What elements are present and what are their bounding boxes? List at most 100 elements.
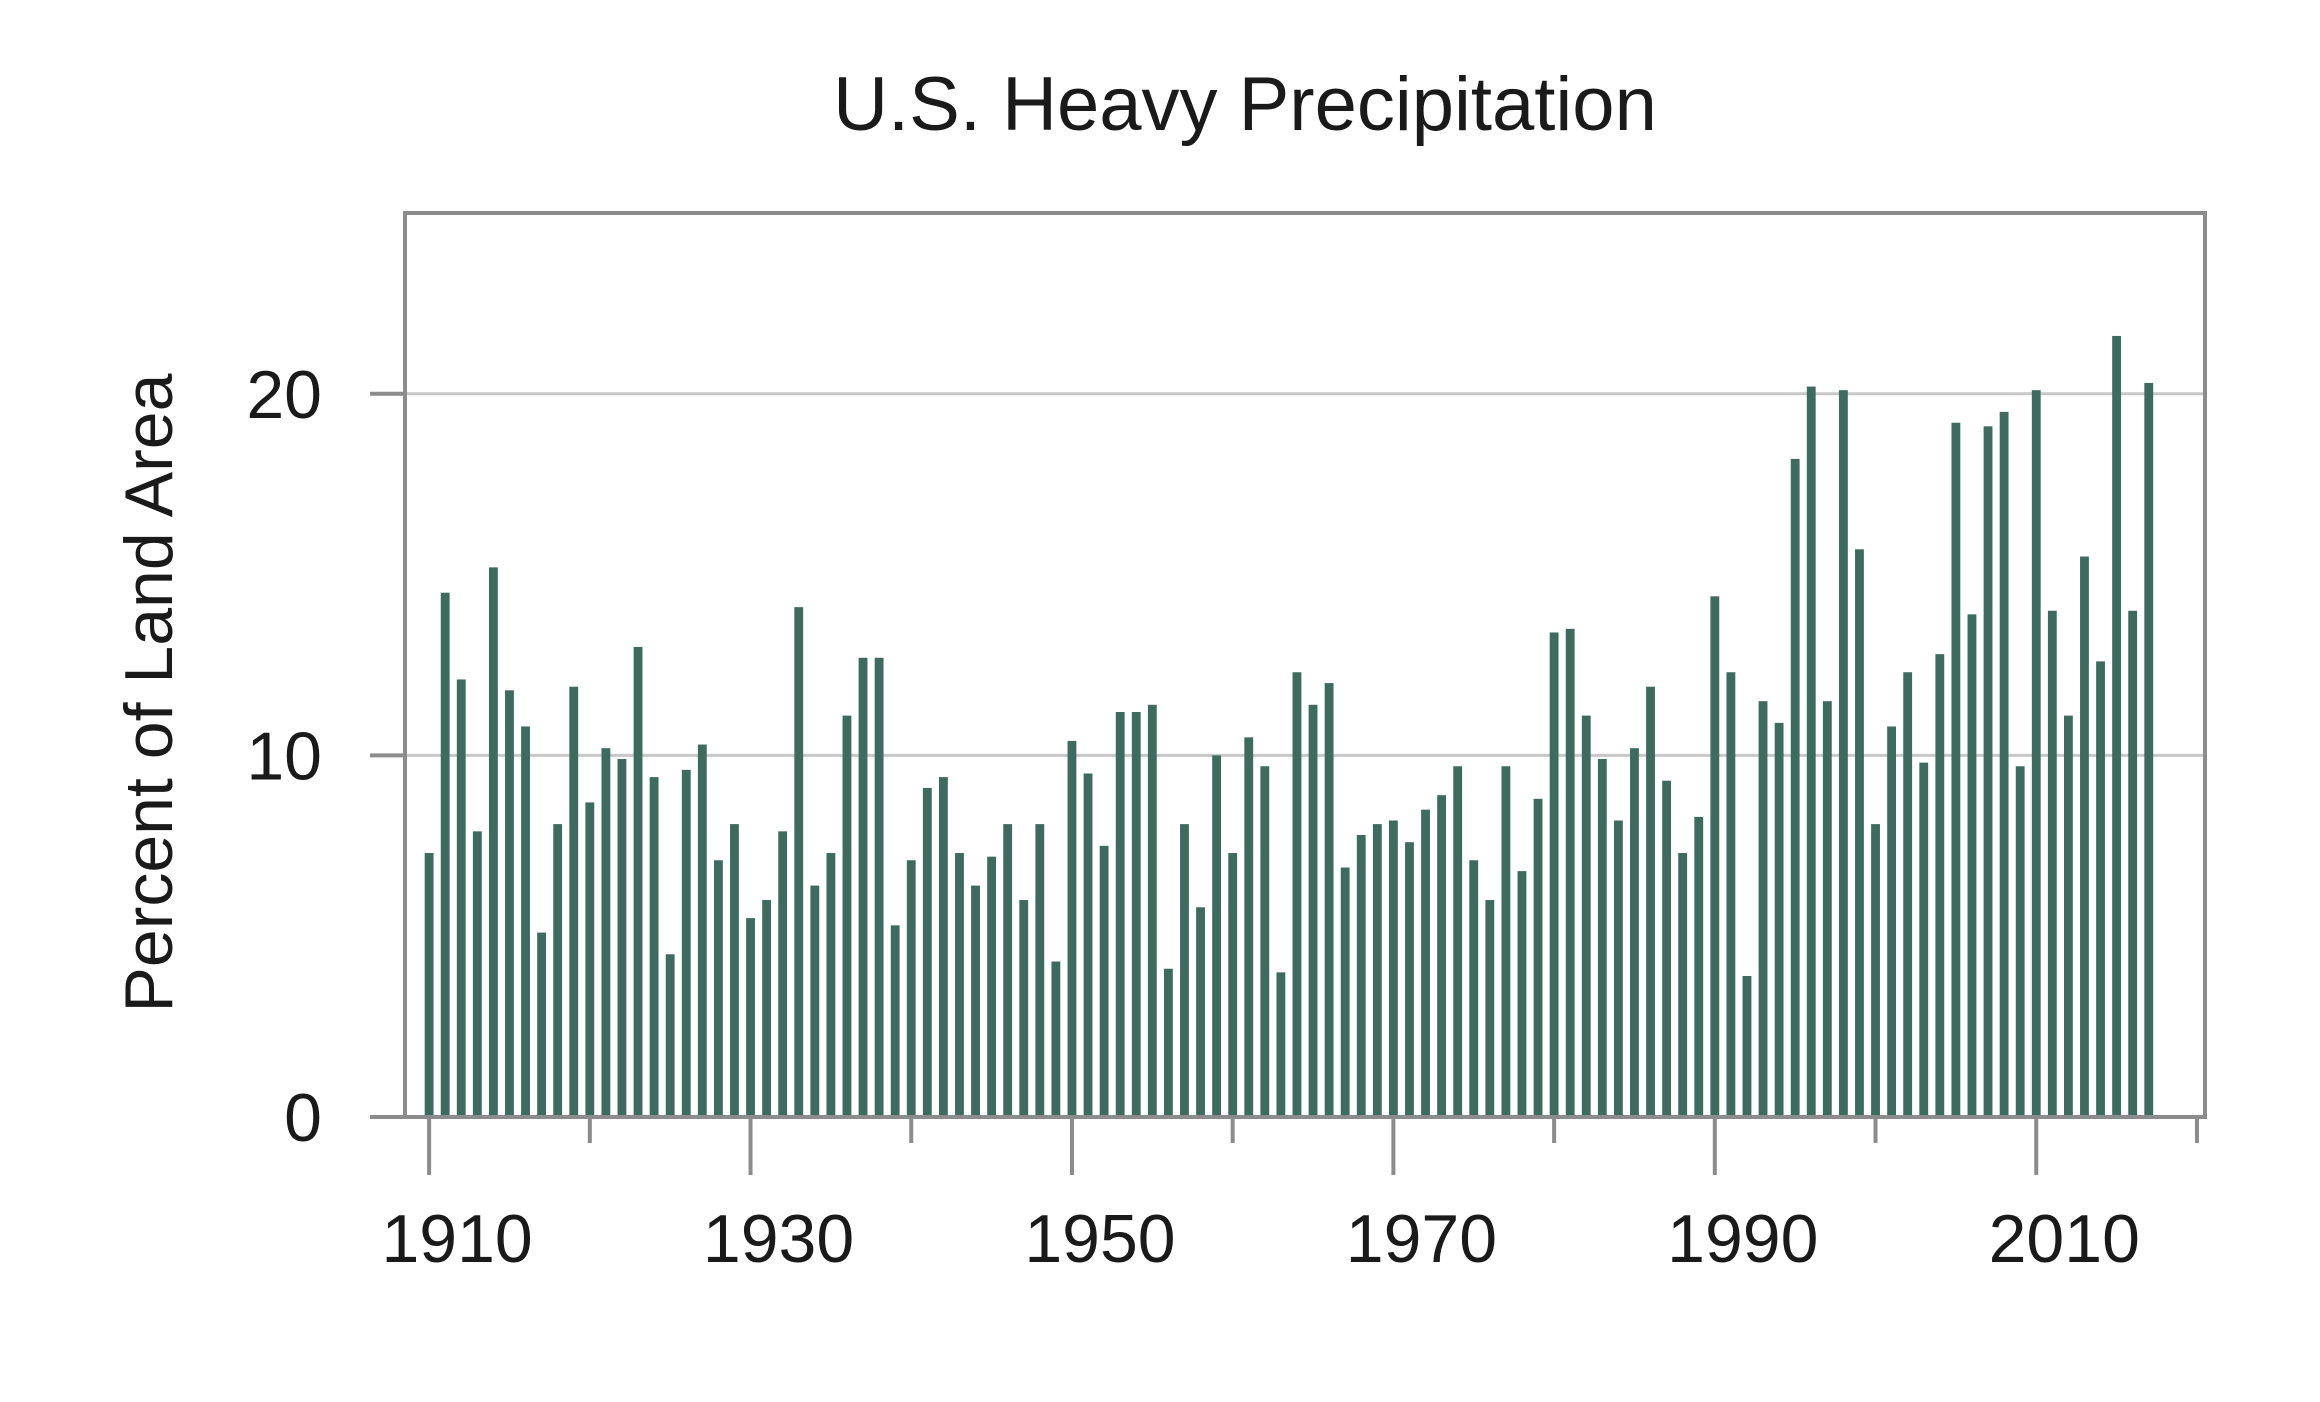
bar-1911 xyxy=(440,592,450,1117)
bar-1915 xyxy=(505,690,514,1117)
bar-1993 xyxy=(1758,701,1768,1117)
x-tick-label-1950: 1950 xyxy=(1024,1201,1175,1277)
bar-1932 xyxy=(778,831,788,1117)
bar-1959 xyxy=(1212,755,1222,1117)
bar-1944 xyxy=(971,885,980,1117)
bar-1958 xyxy=(1196,907,1205,1117)
bar-1967 xyxy=(1340,867,1350,1117)
x-tick-label-1910: 1910 xyxy=(381,1201,532,1277)
axes xyxy=(370,391,2200,1175)
bar-1938 xyxy=(874,657,884,1117)
bar-1960 xyxy=(1228,853,1238,1117)
bar-1979 xyxy=(1533,798,1543,1117)
bar-1942 xyxy=(938,777,948,1117)
bar-1962 xyxy=(1260,766,1270,1117)
bar-1973 xyxy=(1437,795,1447,1117)
bar-2010 xyxy=(2031,390,2041,1117)
bar-1995 xyxy=(1790,458,1800,1117)
bar-1969 xyxy=(1372,824,1382,1117)
bar-1984 xyxy=(1613,820,1623,1117)
bar-1963 xyxy=(1276,972,1286,1117)
bar-1992 xyxy=(1742,975,1752,1117)
bar-1922 xyxy=(617,759,627,1117)
gridlines xyxy=(405,392,2205,757)
bar-1976 xyxy=(1485,900,1495,1117)
bar-1975 xyxy=(1469,860,1479,1117)
bar-1917 xyxy=(537,932,547,1117)
y-axis-label: Percent of Land Area xyxy=(111,373,187,1012)
bar-1983 xyxy=(1597,759,1607,1117)
bar-1930 xyxy=(746,918,755,1117)
bar-2012 xyxy=(2063,715,2073,1117)
bar-1989 xyxy=(1694,816,1704,1117)
bar-2009 xyxy=(2015,766,2025,1117)
bar-1996 xyxy=(1806,386,1816,1117)
bar-1941 xyxy=(922,787,932,1117)
bar-1985 xyxy=(1630,748,1639,1117)
bar-1928 xyxy=(713,860,723,1117)
bar-1940 xyxy=(906,860,916,1117)
bar-1974 xyxy=(1453,766,1463,1117)
bar-1988 xyxy=(1678,853,1688,1117)
bar-2008 xyxy=(1999,411,2009,1117)
bar-2000 xyxy=(1871,824,1880,1117)
bar-1981 xyxy=(1565,628,1575,1117)
bar-1987 xyxy=(1662,780,1672,1117)
bar-1919 xyxy=(569,686,579,1117)
bar-1971 xyxy=(1405,842,1414,1117)
bar-2005 xyxy=(1951,422,1961,1118)
bar-1966 xyxy=(1324,683,1334,1117)
bar-2002 xyxy=(1903,672,1913,1117)
x-tick-label-1970: 1970 xyxy=(1346,1201,1497,1277)
bar-1926 xyxy=(681,769,691,1117)
bar-1980 xyxy=(1549,632,1559,1117)
x-tick-label-1990: 1990 xyxy=(1667,1201,1818,1277)
bar-1956 xyxy=(1163,968,1173,1117)
bar-1934 xyxy=(810,885,820,1117)
bar-1997 xyxy=(1822,701,1832,1117)
bar-2015 xyxy=(2112,335,2122,1117)
y-tick-label-0: 0 xyxy=(284,1080,322,1156)
bar-1945 xyxy=(987,856,997,1117)
bar-1947 xyxy=(1019,900,1029,1117)
bar-1972 xyxy=(1421,809,1430,1117)
bar-1982 xyxy=(1581,715,1591,1117)
bar-2016 xyxy=(2128,610,2138,1117)
bar-1948 xyxy=(1035,824,1045,1117)
bar-1977 xyxy=(1501,766,1511,1117)
chart-title: U.S. Heavy Precipitation xyxy=(833,62,1657,147)
bar-1943 xyxy=(955,853,964,1117)
bar-1965 xyxy=(1308,704,1318,1117)
x-tick-label-2010: 2010 xyxy=(1989,1201,2140,1277)
bar-1933 xyxy=(794,607,804,1117)
bar-2011 xyxy=(2047,610,2057,1117)
x-tick-label-1930: 1930 xyxy=(703,1201,854,1277)
bar-2001 xyxy=(1887,726,1897,1117)
bar-2017 xyxy=(2144,382,2154,1117)
bar-2014 xyxy=(2096,661,2105,1117)
bars xyxy=(424,335,2154,1118)
bar-1939 xyxy=(890,925,900,1117)
bar-1935 xyxy=(826,853,836,1117)
y-tick-label-20: 20 xyxy=(246,357,322,433)
bar-1924 xyxy=(649,777,659,1117)
bar-1978 xyxy=(1517,871,1527,1117)
bar-1994 xyxy=(1774,722,1784,1117)
bar-1990 xyxy=(1710,596,1720,1117)
bar-1929 xyxy=(730,824,739,1117)
bar-1970 xyxy=(1388,820,1398,1117)
bar-1949 xyxy=(1051,961,1061,1117)
bar-1961 xyxy=(1244,737,1254,1117)
bar-1921 xyxy=(601,748,611,1117)
bar-1918 xyxy=(553,824,563,1117)
bar-1920 xyxy=(585,802,595,1117)
bar-1913 xyxy=(472,831,482,1117)
bar-1986 xyxy=(1646,686,1655,1117)
bar-1912 xyxy=(456,679,466,1117)
bar-1931 xyxy=(762,900,772,1117)
bar-1953 xyxy=(1115,712,1125,1117)
bar-1951 xyxy=(1083,773,1093,1117)
bar-2013 xyxy=(2080,556,2089,1117)
bar-2003 xyxy=(1919,762,1929,1117)
